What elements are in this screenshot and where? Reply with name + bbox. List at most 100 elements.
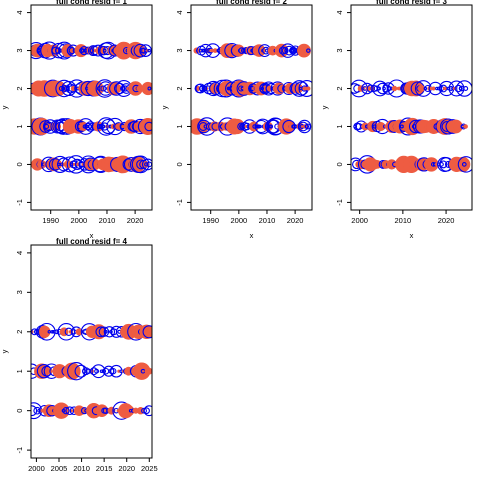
y-tick-label: -1 [335, 199, 344, 206]
x-axis-label: x [250, 231, 254, 240]
bubble-positive [453, 121, 463, 132]
bubble-positive [139, 118, 152, 135]
bubble-negative [298, 80, 312, 97]
x-axis-label: x [90, 231, 94, 240]
bubble-negative [457, 156, 472, 173]
x-tick-label: 2010 [259, 216, 276, 225]
y-tick-label: 0 [15, 409, 24, 413]
bubble-positive [53, 402, 70, 419]
y-axis-label: y [320, 105, 329, 109]
y-tick-label: 0 [175, 162, 184, 166]
panel-2: full cond resid f= 2 1990 2000 2010 2020 -1 0 1… [160, 0, 313, 240]
plot-frame [30, 244, 153, 459]
y-tick-label: 3 [15, 48, 24, 52]
bubble-negative [141, 158, 152, 171]
bubble-positive [78, 406, 87, 415]
panel-title: full cond resid f= 1 [56, 0, 127, 6]
bubble-negative [101, 124, 106, 129]
x-tick-label: 2020 [287, 216, 304, 225]
plot-frame [190, 4, 313, 211]
bubble-negative [65, 406, 75, 416]
y-tick-label: 3 [175, 48, 184, 52]
bubble-negative [306, 48, 311, 53]
bubble-negative [94, 368, 100, 374]
bubble-negative [91, 364, 106, 379]
bubble-negative [62, 407, 70, 415]
bubble-negative [98, 326, 110, 338]
bubble-negative [141, 407, 147, 414]
bubble-negative [79, 48, 85, 54]
bubble-positive [417, 85, 425, 93]
bubble-negative [195, 83, 206, 94]
bubble-negative [147, 86, 152, 91]
x-tick-label: 2000 [351, 216, 368, 225]
bubble-negative [82, 367, 90, 376]
bubble-negative [439, 84, 448, 93]
bubble-negative [278, 46, 287, 55]
y-tick-label: 4 [15, 11, 24, 15]
panel-3: full cond resid f= 3 2000 2010 2020 -1 0 1 2 3 4 x… [320, 0, 473, 240]
bubble-negative [31, 405, 38, 417]
bubble-positive [76, 369, 81, 374]
y-tick-label: 0 [335, 162, 344, 166]
bubble-negative [103, 326, 116, 338]
bubble-negative [461, 162, 467, 167]
y-tick-label: 3 [15, 290, 24, 294]
x-tick-label: 2000 [28, 464, 45, 473]
bubble-negative [144, 121, 152, 132]
bubble-negative [144, 162, 149, 167]
bubble-layer [191, 42, 312, 136]
bubble-negative [95, 326, 107, 338]
bubble-positive [139, 324, 152, 339]
y-tick-label: 2 [175, 86, 184, 90]
bubble-negative [373, 85, 380, 92]
x-tick-label: 2020 [438, 216, 455, 225]
x-tick-label: 2010 [395, 216, 412, 225]
bubble-negative [142, 325, 152, 339]
bubble-negative [435, 86, 439, 91]
bubble-negative [143, 405, 152, 417]
bubble-negative [256, 124, 261, 129]
y-tick-label: -1 [175, 199, 184, 206]
bubble-negative [454, 84, 463, 93]
x-tick-label: 1990 [202, 216, 219, 225]
bubble-positive [463, 124, 468, 129]
bubble-negative [298, 121, 309, 132]
panel-title: full cond resid f= 3 [376, 0, 447, 6]
bubble-negative [280, 43, 296, 58]
x-tick-label: 2005 [51, 464, 68, 473]
bubble-negative [268, 124, 274, 129]
bubble-positive [141, 81, 152, 96]
y-tick-label: 4 [175, 11, 184, 15]
y-tick-label: 2 [15, 86, 24, 90]
x-tick-label: 2000 [230, 216, 247, 225]
bubble-positive [145, 367, 152, 375]
y-axis-label: y [0, 105, 9, 109]
plot-frame [350, 4, 473, 211]
bubble-negative [463, 86, 469, 91]
bubble-negative [281, 47, 289, 55]
bubble-negative [100, 85, 107, 92]
bubble-negative [399, 124, 404, 129]
x-tick-label: 2020 [118, 464, 135, 473]
x-tick-label: 2010 [73, 464, 90, 473]
bubble-negative [258, 124, 262, 129]
bubble-negative [147, 48, 151, 53]
x-tick-label: 2000 [70, 216, 87, 225]
bubble-layer [351, 79, 472, 174]
plot-frame [30, 4, 153, 211]
bubble-negative [428, 81, 443, 96]
bubble-negative [31, 328, 38, 336]
y-tick-label: 3 [335, 48, 344, 52]
y-tick-label: 2 [335, 86, 344, 90]
y-tick-label: 1 [15, 369, 24, 373]
y-tick-label: -1 [15, 199, 24, 206]
y-axis-label: y [160, 105, 169, 109]
bubble-negative [372, 124, 377, 129]
y-tick-label: 4 [15, 251, 24, 255]
bubble-positive [306, 86, 311, 91]
y-tick-label: 1 [335, 124, 344, 128]
bubble-positive [442, 86, 447, 91]
